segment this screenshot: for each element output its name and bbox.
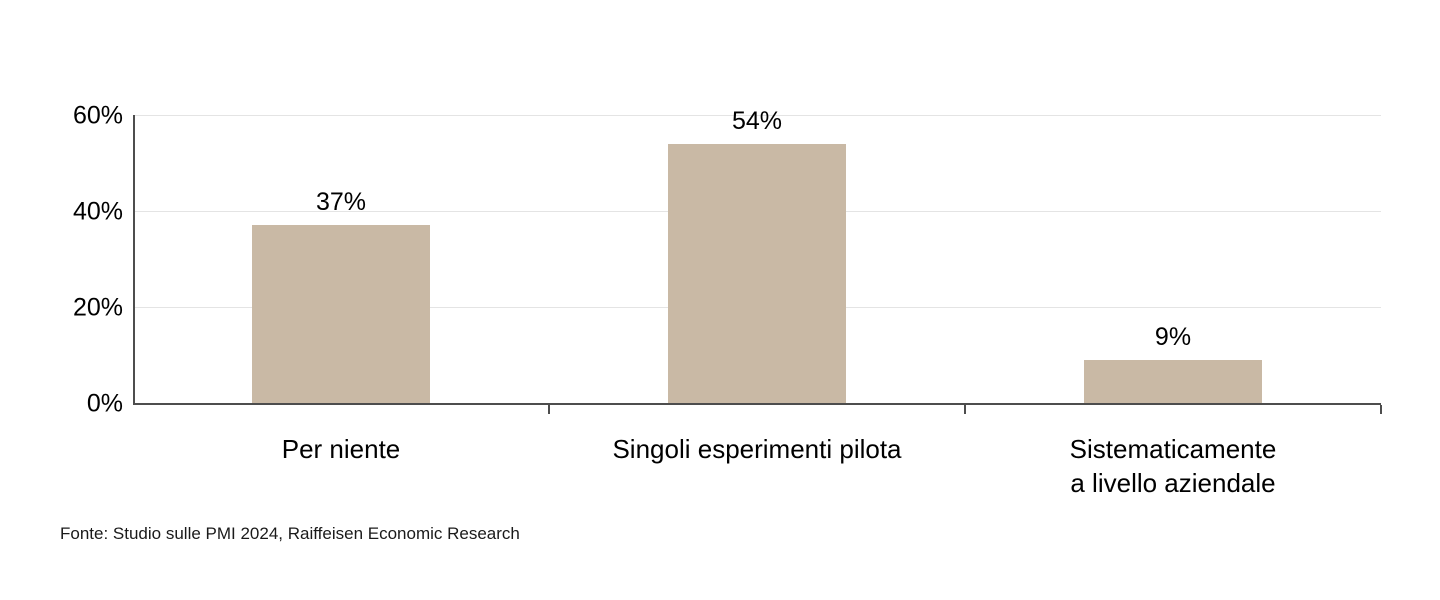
bar-3 <box>1084 360 1262 403</box>
x-axis-line <box>133 403 1381 405</box>
x-axis-tick <box>964 405 966 414</box>
y-tick-label: 40% <box>72 197 123 226</box>
bar-value-label: 54% <box>731 107 783 135</box>
bar-value-label: 37% <box>315 188 367 216</box>
x-axis-tick <box>548 405 550 414</box>
category-label: Per niente <box>281 434 401 464</box>
y-tick-label: 60% <box>72 101 123 130</box>
bar-2 <box>668 144 846 403</box>
y-tick-label: 0% <box>86 389 123 418</box>
x-axis-tick <box>1380 405 1382 414</box>
bar-value-label: 9% <box>1154 323 1192 351</box>
bar-1 <box>252 225 430 403</box>
y-axis-line <box>133 115 135 405</box>
category-label: Sistematicamente a livello aziendale <box>1069 434 1277 498</box>
gridline-60 <box>134 115 1381 116</box>
y-tick-label: 20% <box>72 293 123 322</box>
category-label: Singoli esperimenti pilota <box>612 434 902 464</box>
source-note: Fonte: Studio sulle PMI 2024, Raiffeisen… <box>60 524 520 543</box>
